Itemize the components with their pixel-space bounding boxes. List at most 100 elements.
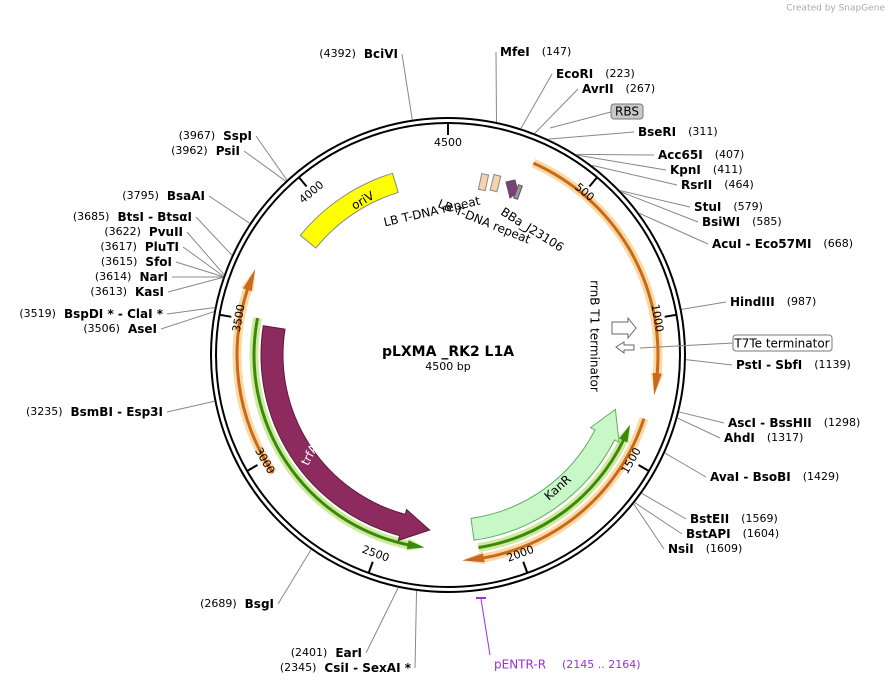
site-label: AscI - BssHII (1298)	[728, 416, 860, 430]
leader-line	[548, 131, 635, 140]
site-label: (3519) BspDI * - ClaI *	[19, 307, 163, 321]
site-name: EcoRI	[556, 67, 593, 81]
tick-mark	[638, 464, 650, 472]
site-position: (3967)	[179, 129, 216, 142]
site-label: StuI (579)	[694, 200, 763, 214]
feature-lb	[489, 173, 502, 193]
site-position: (2401)	[291, 646, 328, 659]
site-position: (3617)	[100, 240, 137, 253]
site-label: (3622) PvuII	[104, 225, 183, 239]
site-name: BspDI * - ClaI *	[64, 307, 164, 321]
tick-mark	[522, 561, 529, 574]
site-position: (2345)	[280, 661, 317, 674]
site-position: (1317)	[767, 431, 804, 444]
site-name: AscI - BssHII	[728, 416, 812, 430]
site-name: BciVI	[364, 47, 398, 61]
site-position: (3506)	[83, 322, 120, 335]
site-name: BsgI	[245, 597, 274, 611]
site-position: (3685)	[73, 210, 110, 223]
tick-mark	[588, 176, 598, 188]
site-position: (987)	[787, 295, 817, 308]
site-name: KpnI	[670, 163, 701, 177]
leader-line	[549, 111, 612, 129]
site-position: (3795)	[122, 189, 159, 202]
feature-kanr	[470, 408, 620, 541]
site-label: (2345) CsiI - SexAI *	[280, 661, 412, 675]
site-position: (407)	[715, 148, 745, 161]
site-label: (3685) BtsI - BtsαI	[73, 210, 192, 224]
site-label: (3235) BsmBI - Esp3I	[26, 405, 163, 419]
leader-line	[480, 598, 491, 656]
site-name: EarI	[335, 646, 362, 660]
backbone-outer	[210, 117, 686, 593]
site-name: BsiWI	[702, 215, 740, 229]
leader-line	[641, 492, 687, 520]
leader-line	[620, 190, 691, 208]
feature-label: rrnB T1 terminator	[588, 280, 602, 392]
site-label: BstAPI (1604)	[686, 527, 779, 541]
tick-mark	[298, 176, 308, 188]
site-name: MfeI	[500, 45, 530, 59]
leader-line	[277, 549, 312, 605]
site-position: (311)	[688, 125, 718, 138]
feature-trfa	[260, 325, 431, 542]
primer-range: (2145 .. 2164)	[562, 658, 641, 671]
site-name: BstAPI	[686, 527, 731, 541]
primer-name: pENTR-R	[494, 658, 546, 672]
tick-mark	[219, 313, 232, 318]
site-position: (3614)	[95, 270, 132, 283]
leader-line	[634, 502, 683, 535]
site-name: AcuI - Eco57MI	[712, 237, 811, 251]
tick-mark	[664, 313, 677, 318]
plasmid-name: pLXMA _RK2 L1A	[382, 344, 514, 360]
site-position: (3235)	[26, 405, 63, 418]
site-label: NsiI (1609)	[668, 542, 742, 556]
site-label: (3614) NarI	[95, 270, 168, 284]
leader-line	[534, 88, 579, 134]
leader-line	[621, 191, 699, 223]
site-position: (1429)	[803, 470, 840, 483]
site-label: BseRI (311)	[638, 125, 718, 139]
site-name: BstEII	[690, 512, 729, 526]
feature-orange-glow	[232, 269, 277, 476]
site-position: (3519)	[19, 307, 56, 320]
site-label: (3615) SfoI	[101, 255, 172, 269]
leader-line	[243, 150, 286, 182]
site-name: NarI	[139, 270, 168, 284]
site-name: PluTI	[145, 240, 179, 254]
leader-line	[591, 164, 678, 186]
site-label: (4392) BciVI	[319, 47, 398, 61]
site-position: (1298)	[824, 416, 861, 429]
site-label: RsrII (464)	[681, 178, 754, 192]
leader-line	[160, 311, 215, 330]
site-label: BsiWI (585)	[702, 215, 782, 229]
credit: Created by SnapGene	[786, 4, 885, 14]
feature-orange-glow	[462, 417, 649, 565]
site-label: AvaI - BsoBI (1429)	[710, 470, 839, 484]
site-label: (3613) KasI	[90, 285, 164, 299]
leader-line	[166, 306, 215, 315]
leader-line	[639, 342, 734, 349]
site-position: (3622)	[104, 225, 141, 238]
leader-line	[365, 587, 399, 654]
tick-mark	[367, 561, 374, 574]
site-name: StuI	[694, 200, 721, 214]
site-label: PstI - SbfI (1139)	[736, 358, 851, 372]
site-name: PvuII	[149, 225, 183, 239]
site-position: (3962)	[171, 144, 208, 157]
leader-line	[195, 216, 233, 256]
site-name: Acc65I	[658, 148, 703, 162]
site-name: PsiI	[216, 144, 240, 158]
site-name: CsiI - SexAI *	[324, 661, 411, 675]
site-name: BtsI - BtsαI	[117, 210, 192, 224]
site-position: (267)	[626, 82, 656, 95]
site-name: AhdI	[724, 431, 755, 445]
site-name: BseRI	[638, 125, 676, 139]
site-label: (2401) EarI	[291, 646, 362, 660]
site-name: AvrII	[582, 82, 614, 96]
leader-line	[208, 195, 251, 224]
plasmid-length: 4500 bp	[425, 360, 470, 373]
site-label: (3506) AseI	[83, 322, 157, 336]
site-position: (411)	[713, 163, 743, 176]
site-label: KpnI (411)	[670, 163, 743, 177]
